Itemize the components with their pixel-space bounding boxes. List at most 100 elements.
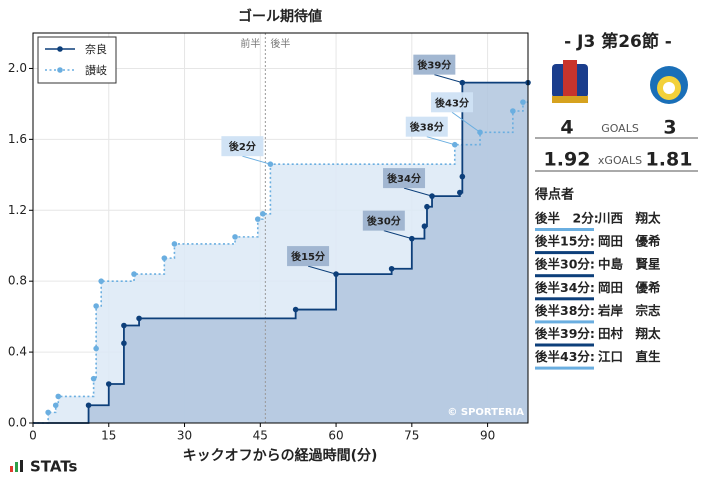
data-point bbox=[429, 193, 435, 199]
annotation-label: 後38分 bbox=[410, 121, 444, 134]
legend-marker bbox=[57, 46, 63, 52]
scorer-time: 後半30分: bbox=[535, 257, 595, 272]
y-tick-label: 2.0 bbox=[8, 61, 27, 75]
legend-frame bbox=[37, 36, 117, 84]
leader-line bbox=[426, 136, 455, 146]
panel: - J3 第26節 - 4 GOALS 3 1.92 xGOALS 1.81 得… bbox=[534, 31, 698, 370]
scorer-underline bbox=[535, 251, 594, 255]
data-point bbox=[232, 234, 238, 240]
data-point bbox=[457, 189, 463, 196]
xg-label: xGOALS bbox=[598, 154, 642, 167]
data-point bbox=[510, 108, 516, 114]
home-logo bbox=[552, 60, 588, 103]
annotation-box bbox=[413, 54, 456, 75]
scorer-underline bbox=[535, 320, 594, 324]
x-tick-label: 60 bbox=[328, 429, 343, 443]
legend-label: 讃岐 bbox=[85, 64, 107, 77]
data-point bbox=[98, 278, 104, 284]
scorer-time: 後半34分: bbox=[535, 280, 595, 295]
data-point bbox=[85, 402, 92, 409]
data-point bbox=[254, 216, 261, 222]
away-xg: 1.81 bbox=[646, 149, 693, 171]
brand-logo bbox=[10, 460, 23, 472]
leader-line bbox=[403, 187, 433, 197]
data-point bbox=[421, 223, 428, 230]
annotation-box bbox=[383, 168, 426, 189]
x-tick-label: 75 bbox=[404, 429, 419, 443]
data-point bbox=[45, 409, 51, 416]
annotation-label: 後30分 bbox=[367, 215, 401, 228]
annotation-label: 後43分 bbox=[435, 96, 469, 109]
scorer-underline bbox=[535, 297, 594, 301]
data-point bbox=[459, 173, 466, 180]
x-tick-label: 30 bbox=[177, 429, 192, 443]
x-tick-label: 15 bbox=[101, 429, 116, 443]
data-point bbox=[292, 306, 299, 313]
x-tick-label: 0 bbox=[29, 429, 37, 443]
goal-annotation: 後43分 bbox=[431, 92, 481, 133]
data-point bbox=[121, 340, 127, 347]
scorer-underline bbox=[535, 228, 594, 231]
x-axis-label: キックオフからの経過時間(分) bbox=[183, 447, 378, 464]
match-panel: - J3 第26節 - 4 GOALS 3 1.92 xGOALS 1.81 得… bbox=[534, 0, 703, 479]
y-tick-label: 0.8 bbox=[8, 274, 27, 288]
goal-annotation: 後2分 bbox=[221, 136, 271, 165]
y-tick-label: 0.0 bbox=[8, 416, 27, 430]
data-point bbox=[136, 315, 142, 322]
annotation-label: 後34分 bbox=[387, 172, 421, 185]
halftime-label: 前半 bbox=[240, 37, 260, 50]
data-point bbox=[90, 375, 97, 382]
data-point bbox=[260, 211, 266, 217]
annotation-label: 後15分 bbox=[291, 250, 325, 263]
scorer-time: 後半43分: bbox=[535, 349, 595, 364]
scorer-name: 岩岸 宗志 bbox=[597, 303, 661, 318]
annotation-label: 後39分 bbox=[417, 59, 451, 72]
watermark: © SPORTERIA bbox=[447, 407, 524, 418]
annotation-box bbox=[221, 136, 264, 157]
annotation-box bbox=[287, 246, 330, 267]
legend-label: 奈良 bbox=[85, 42, 107, 56]
brand: STATs bbox=[30, 458, 78, 476]
scorer-name: 岡田 優希 bbox=[598, 234, 661, 249]
goal-annotation: 後34分 bbox=[383, 168, 433, 197]
y-tick-label: 1.6 bbox=[8, 132, 27, 146]
away-goals: 3 bbox=[663, 117, 676, 139]
data-point bbox=[333, 271, 339, 277]
goal-annotation: 後38分 bbox=[405, 116, 455, 146]
home-goals: 4 bbox=[560, 117, 573, 139]
annotation-box bbox=[362, 210, 405, 231]
y-tick-label: 1.2 bbox=[8, 203, 27, 217]
plot-frame bbox=[32, 32, 529, 424]
scorer-underline bbox=[535, 274, 594, 278]
data-point bbox=[93, 303, 99, 309]
annotation-box bbox=[405, 116, 448, 137]
x-tick-label: 90 bbox=[480, 429, 495, 443]
scorer-name: 江口 直生 bbox=[598, 349, 661, 364]
chart: ゴール期待値 キックオフからの経過時間(分) STATs 0 15 30 45 60 75… bbox=[8, 8, 531, 476]
leader-line bbox=[242, 155, 271, 165]
x-tick-label: 45 bbox=[253, 429, 268, 443]
leader-line bbox=[383, 230, 412, 240]
away-logo bbox=[650, 66, 688, 104]
scorer-time: 後半39分: bbox=[535, 326, 595, 341]
leader-line bbox=[434, 74, 463, 84]
legend-marker bbox=[57, 67, 63, 73]
y-tick-label: 0.4 bbox=[8, 345, 27, 359]
leader-line bbox=[307, 265, 337, 275]
data-point bbox=[520, 99, 526, 105]
data-point bbox=[121, 322, 127, 329]
data-point bbox=[93, 345, 99, 352]
scorer-underline bbox=[535, 343, 594, 347]
data-point bbox=[388, 265, 395, 272]
chart-title: ゴール期待値 bbox=[238, 8, 322, 25]
data-point bbox=[131, 271, 137, 277]
scorer-name: 田村 翔太 bbox=[598, 326, 661, 341]
scorer-underline bbox=[535, 366, 594, 370]
scorer-name: 岡田 優希 bbox=[598, 280, 661, 295]
home-xg: 1.92 bbox=[544, 149, 591, 171]
scorer-time: 後半38分: bbox=[535, 303, 595, 318]
scorer-name: 中島 賢星 bbox=[598, 257, 661, 272]
